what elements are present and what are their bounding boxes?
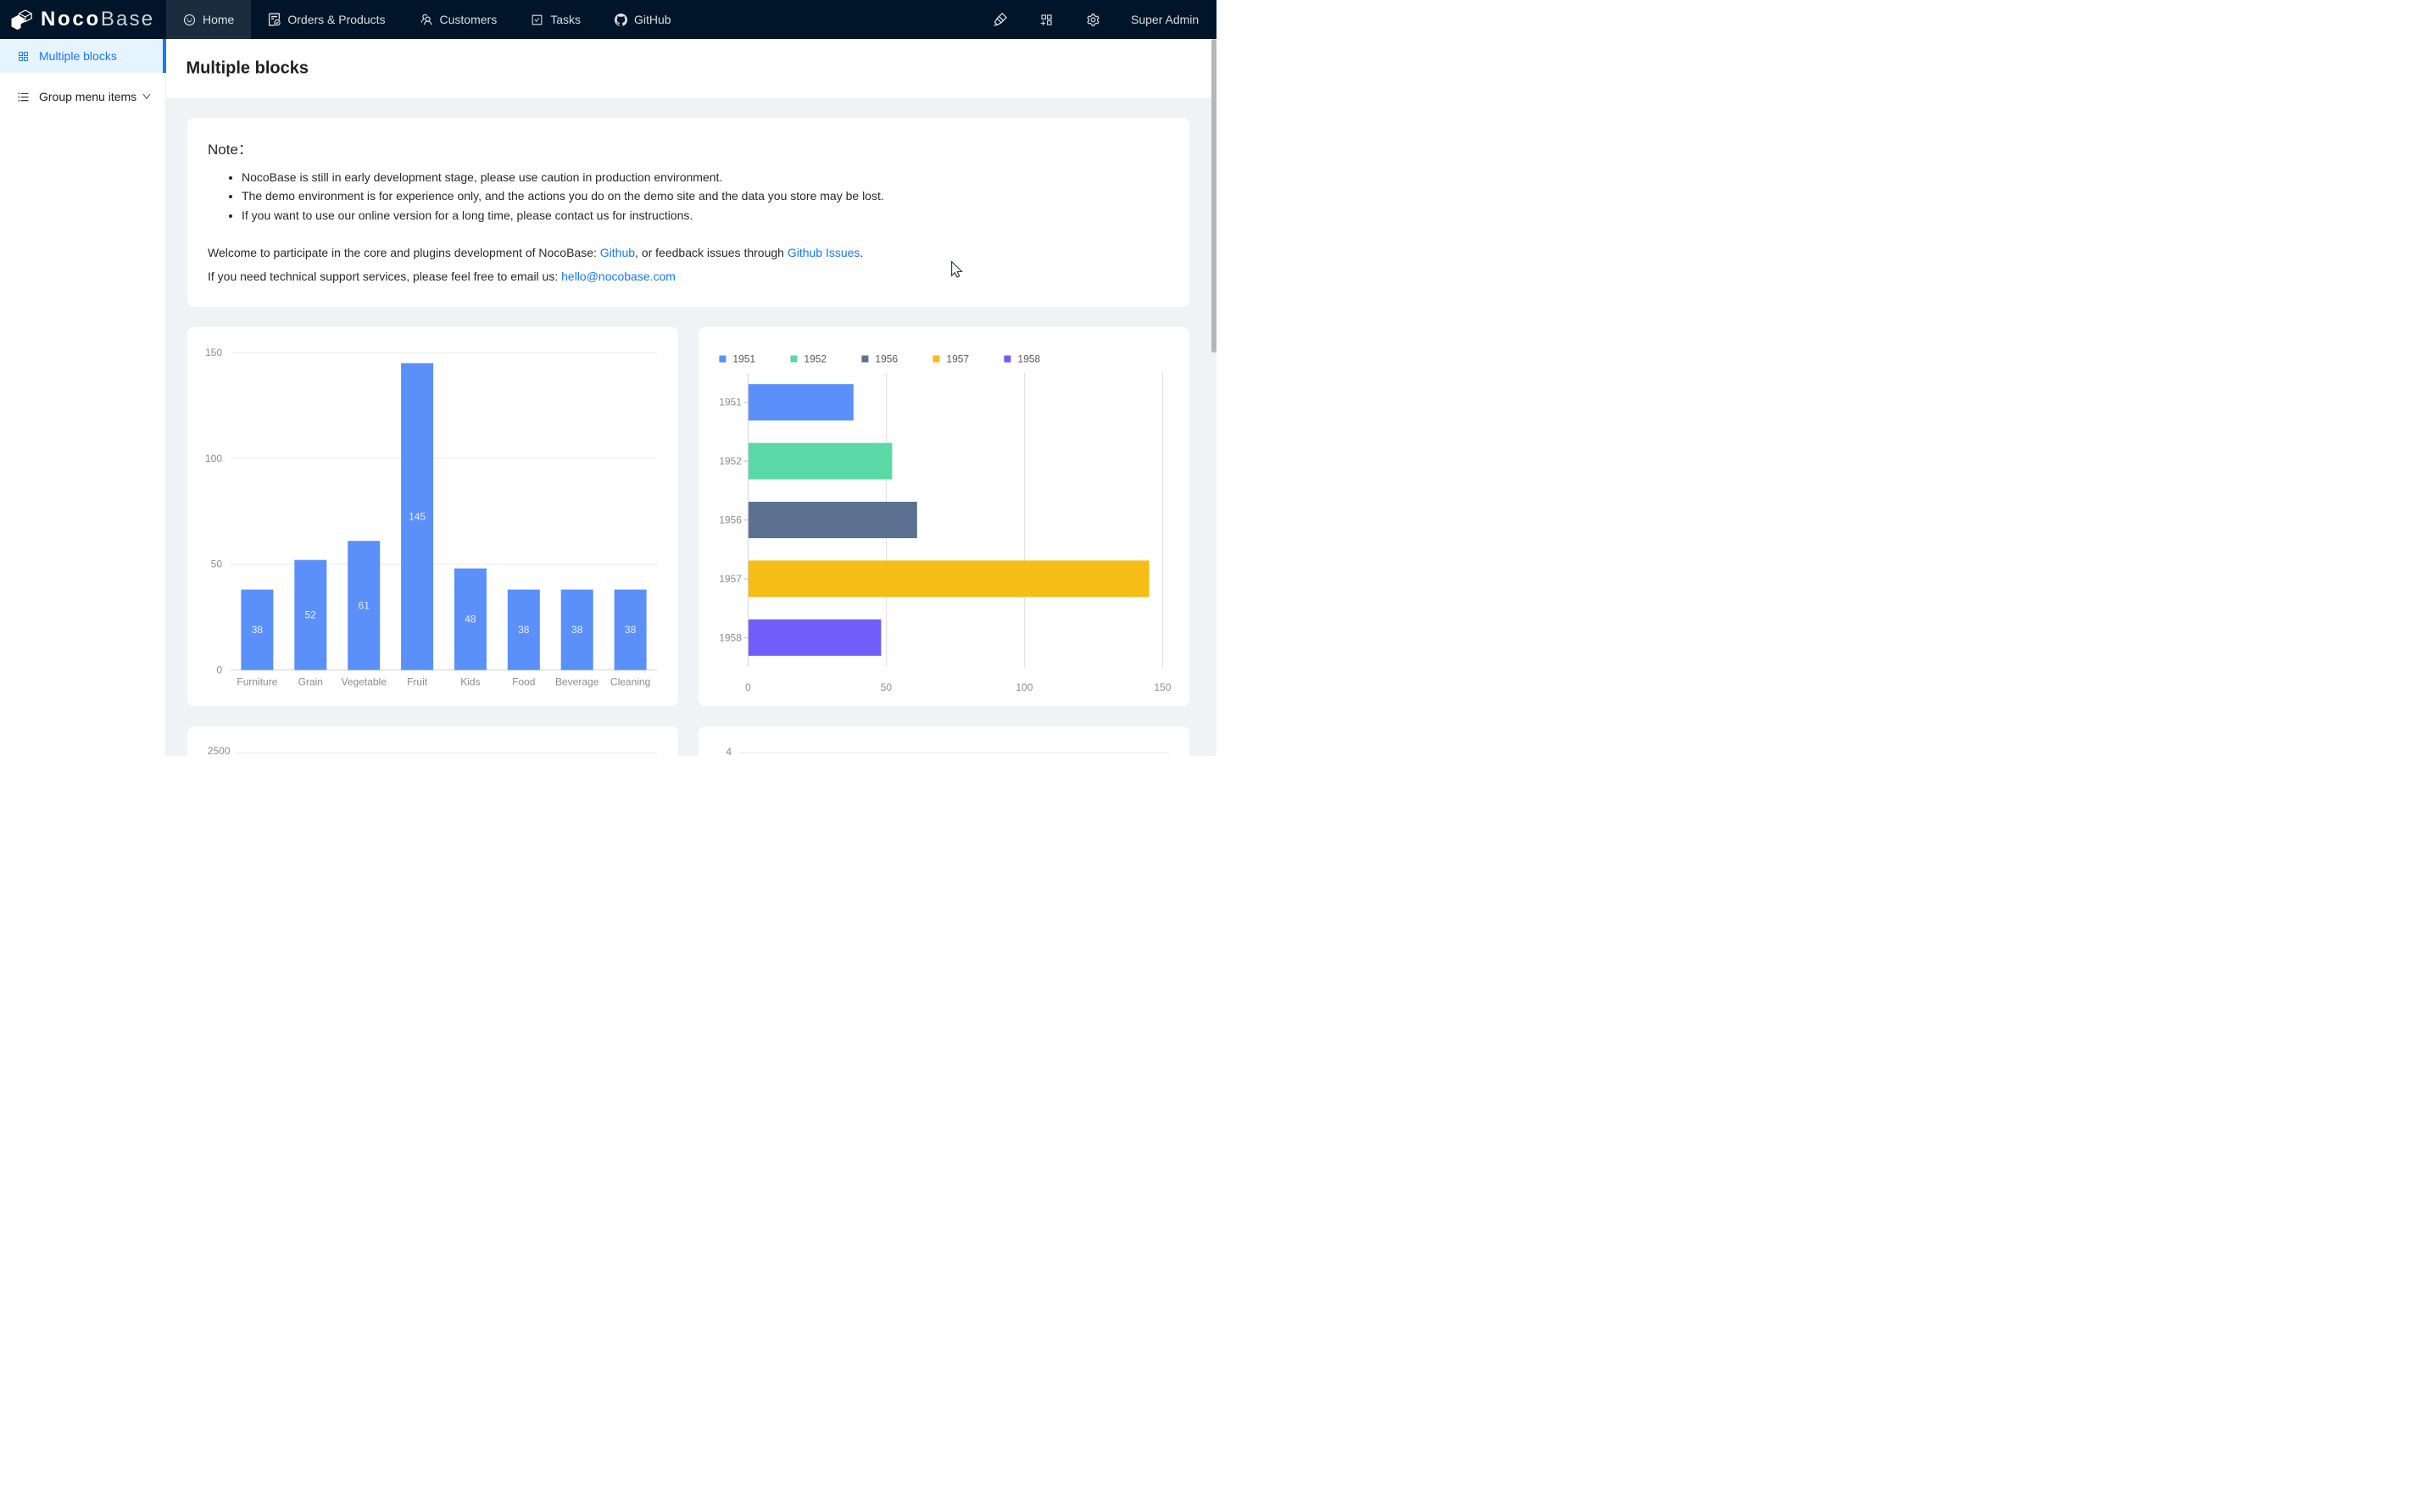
svg-text:Fruit: Fruit (407, 676, 428, 688)
svg-text:50: 50 (881, 681, 893, 693)
svg-text:1958: 1958 (1017, 353, 1040, 365)
svg-text:100: 100 (205, 453, 222, 464)
svg-text:1952: 1952 (719, 455, 742, 467)
svg-text:38: 38 (571, 624, 583, 636)
svg-text:1957: 1957 (946, 353, 969, 365)
svg-text:48: 48 (465, 614, 476, 625)
svg-text:61: 61 (359, 599, 370, 611)
svg-text:Cleaning: Cleaning (610, 676, 650, 688)
svg-text:145: 145 (409, 511, 426, 523)
svg-text:4: 4 (726, 746, 732, 756)
svg-text:1957: 1957 (719, 573, 742, 585)
svg-text:1958: 1958 (719, 631, 742, 643)
svg-text:Beverage: Beverage (555, 676, 599, 688)
svg-text:150: 150 (205, 347, 222, 359)
svg-text:50: 50 (211, 559, 223, 570)
svg-text:38: 38 (625, 624, 637, 636)
svg-text:2500: 2500 (208, 745, 231, 756)
svg-text:1952: 1952 (804, 353, 827, 365)
svg-text:Food: Food (512, 676, 535, 688)
svg-text:Vegetable: Vegetable (342, 676, 387, 688)
svg-text:150: 150 (1154, 681, 1171, 693)
svg-text:1956: 1956 (719, 514, 742, 526)
svg-text:1951: 1951 (719, 397, 742, 409)
svg-text:52: 52 (305, 609, 317, 621)
svg-text:1951: 1951 (732, 353, 755, 365)
svg-text:0: 0 (745, 681, 751, 693)
svg-text:38: 38 (518, 624, 530, 636)
svg-text:100: 100 (1016, 681, 1033, 693)
svg-text:1956: 1956 (875, 353, 898, 365)
svg-text:0: 0 (216, 664, 222, 676)
svg-text:Grain: Grain (298, 676, 323, 688)
svg-text:38: 38 (252, 624, 264, 636)
svg-text:Furniture: Furniture (237, 676, 277, 688)
svg-text:Kids: Kids (460, 676, 480, 688)
